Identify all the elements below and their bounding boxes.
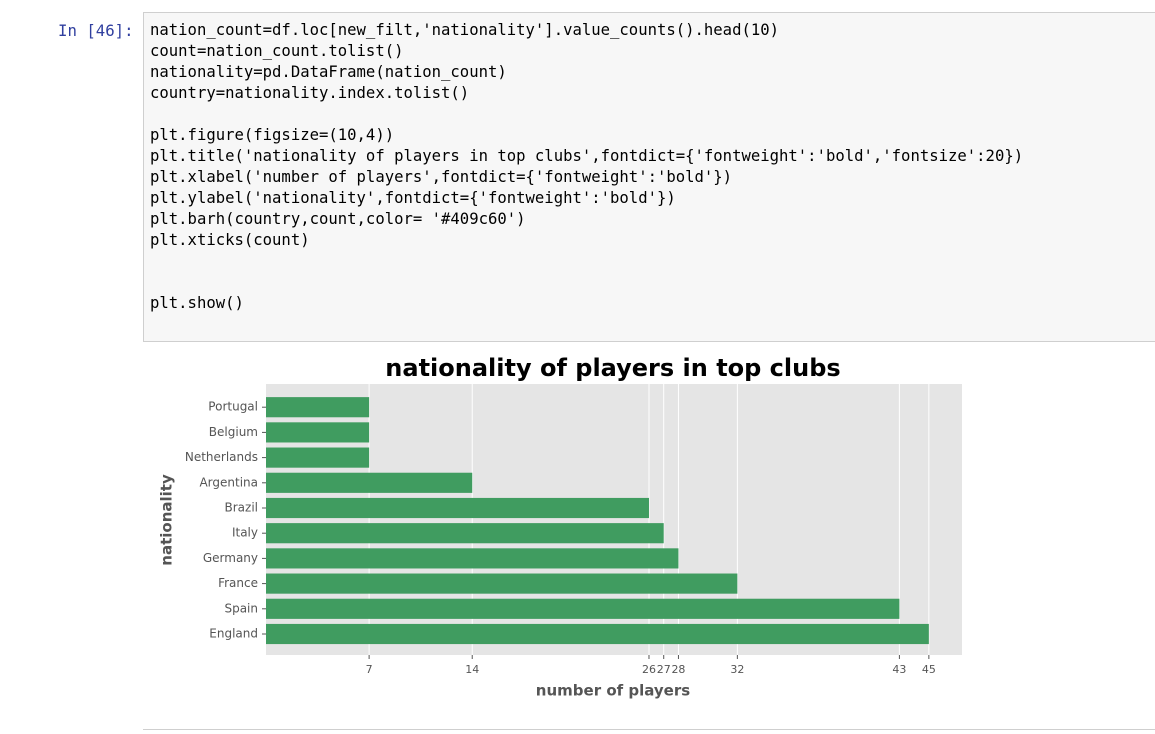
y-tick-label: Belgium (209, 425, 258, 439)
y-tick-label: Argentina (199, 475, 258, 489)
x-tick-label: 14 (465, 663, 479, 676)
y-tick-label: England (209, 627, 258, 641)
x-tick-label: 43 (892, 663, 906, 676)
code: nation_count=df.loc[new_filt,'nationalit… (150, 21, 1024, 312)
y-tick-label: Brazil (225, 501, 259, 515)
bar (266, 523, 664, 544)
bar (266, 422, 370, 443)
x-axis-label: number of players (536, 682, 690, 700)
y-tick-label: Spain (224, 601, 258, 615)
next-cell[interactable] (143, 729, 1155, 734)
bar (266, 598, 900, 619)
bar (266, 573, 738, 594)
y-tick-label: Netherlands (185, 450, 258, 464)
code-cell[interactable] (143, 12, 1155, 342)
y-axis-label: nationality (158, 474, 176, 566)
x-tick-label: 27 (657, 663, 671, 676)
bar (266, 497, 649, 519)
y-tick-label: France (218, 576, 258, 590)
y-tick-label: Germany (203, 551, 258, 565)
x-tick-label: 26 (642, 663, 656, 676)
bar (266, 623, 929, 645)
y-tick-label: Italy (232, 526, 258, 540)
bar (266, 447, 370, 468)
x-tick-label: 7 (366, 663, 373, 676)
x-tick-label: 32 (730, 663, 744, 676)
bar (266, 397, 370, 418)
chart-title: nationality of players in top clubs (385, 354, 840, 382)
bar (266, 548, 679, 569)
cell-prompt: In [46]: (58, 21, 134, 40)
x-tick-label: 28 (671, 663, 685, 676)
x-tick-label: 45 (922, 663, 936, 676)
bar (266, 472, 473, 493)
y-tick-label: Portugal (208, 400, 258, 414)
